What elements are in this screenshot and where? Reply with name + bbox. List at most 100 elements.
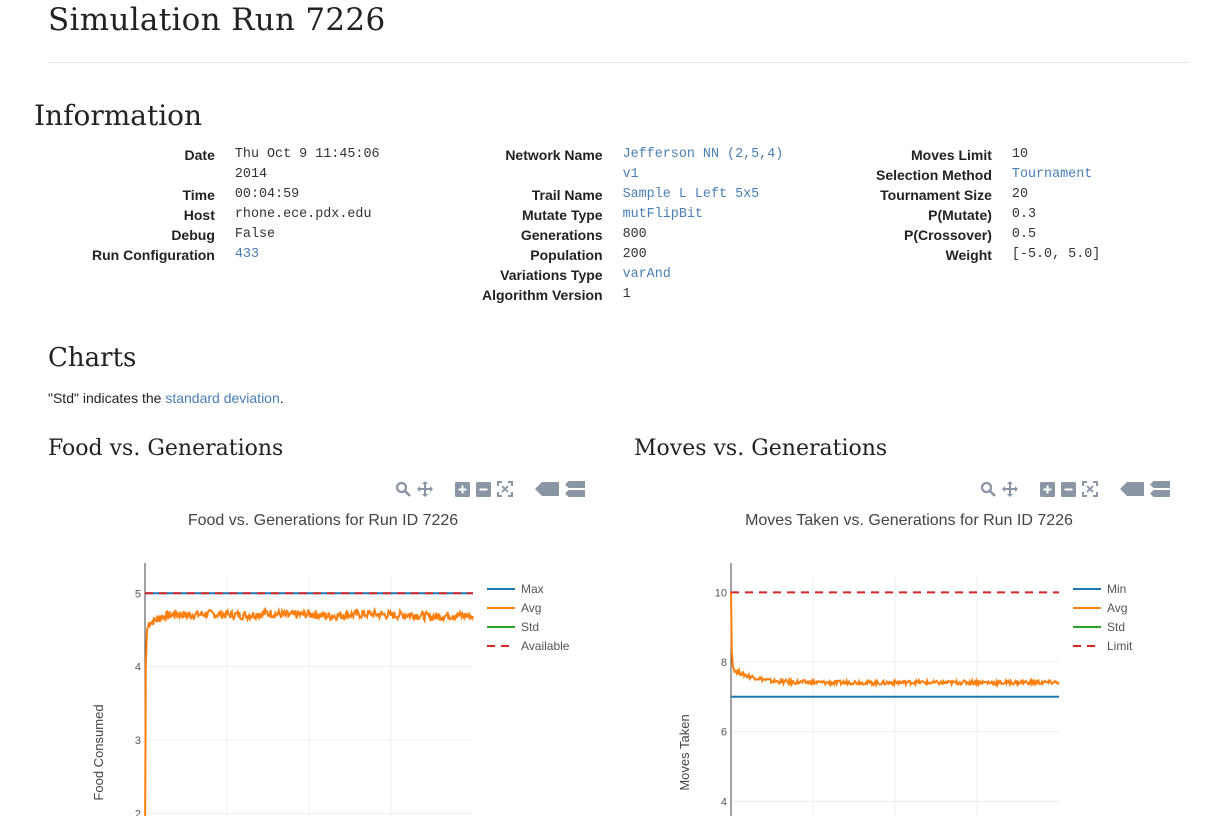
zoom-icon[interactable] — [980, 481, 996, 497]
mutate-type-label: Mutate Type — [521, 207, 603, 223]
autoscale-icon[interactable] — [1082, 481, 1098, 497]
moves-chart-modebar — [980, 481, 1170, 497]
info-row-host: Host rhone.ece.pdx.edu — [92, 205, 395, 225]
y-tick-label: 4 — [135, 662, 141, 674]
date-label: Date — [184, 147, 215, 163]
legend-label-std: Std — [521, 620, 539, 634]
legend-label-avg: Avg — [521, 601, 541, 615]
info-row-p-mutate: P(Mutate) 0.3 — [876, 205, 1100, 225]
series-avg-line — [144, 606, 474, 816]
title-divider — [48, 62, 1189, 63]
hover-closest-icon[interactable] — [1120, 482, 1144, 496]
info-row-trail-name: Trail Name Sample L Left 5x5 — [482, 185, 799, 205]
info-row-debug: Debug False — [92, 225, 395, 245]
info-row-moves-limit: Moves Limit 10 — [876, 145, 1100, 165]
time-value: 00:04:59 — [234, 187, 300, 202]
legend-label-min: Min — [1107, 582, 1126, 596]
info-row-population: Population 200 — [482, 245, 799, 265]
debug-value: False — [234, 227, 276, 242]
info-column-config: Network Name Jefferson NN (2,5,4) v1 Trai… — [482, 145, 799, 305]
info-row-date: Date Thu Oct 9 11:45:06 2014 — [92, 145, 395, 185]
y-tick-label: 2 — [135, 808, 141, 816]
chart-title: Food vs. Generations for Run ID 7226 — [188, 512, 458, 529]
legend-label-available: Available — [521, 639, 570, 653]
network-name-link[interactable]: Jefferson NN (2,5,4) v1 — [622, 147, 784, 182]
food-chart-heading: Food vs. Generations — [48, 436, 284, 461]
mutate-type-link[interactable]: mutFlipBit — [622, 207, 703, 222]
zoom-out-icon[interactable] — [476, 481, 491, 497]
charts-heading: Charts — [48, 343, 137, 373]
legend-label-max: Max — [521, 582, 544, 596]
info-row-weight: Weight [-5.0, 5.0] — [876, 245, 1101, 265]
pan-icon[interactable] — [1002, 481, 1018, 497]
food-chart[interactable]: Food vs. Generations for Run ID 7226 2 3 4 5… — [48, 470, 608, 816]
std-note: "Std" indicates the standard deviation. — [48, 390, 284, 406]
variations-type-label: Variations Type — [500, 267, 603, 283]
time-label: Time — [182, 187, 215, 203]
population-value: 200 — [622, 247, 647, 262]
info-row-p-crossover: P(Crossover) 0.5 — [876, 225, 1100, 245]
selection-method-label: Selection Method — [876, 167, 992, 183]
moves-limit-label: Moves Limit — [911, 147, 992, 163]
y-tick-label: 4 — [721, 796, 727, 808]
moves-limit-value: 10 — [1011, 147, 1028, 162]
tournament-size-value: 20 — [1011, 187, 1028, 202]
y-tick-label: 6 — [721, 727, 727, 739]
pan-icon[interactable] — [417, 481, 433, 497]
host-value: rhone.ece.pdx.edu — [234, 207, 372, 222]
network-name-label: Network Name — [505, 147, 603, 163]
y-axis-label: Moves Taken — [677, 714, 692, 790]
legend-label-avg: Avg — [1107, 601, 1127, 615]
hover-compare-icon[interactable] — [1150, 481, 1170, 497]
y-tick-label: 8 — [721, 657, 727, 669]
zoom-out-icon[interactable] — [1061, 481, 1076, 497]
info-row-mutate-type: Mutate Type mutFlipBit — [482, 205, 799, 225]
population-label: Population — [530, 247, 603, 263]
info-row-generations: Generations 800 — [482, 225, 799, 245]
host-label: Host — [183, 207, 215, 223]
legend-label-limit: Limit — [1107, 639, 1133, 653]
generations-label: Generations — [520, 227, 603, 243]
page-title: Simulation Run 7226 — [48, 2, 386, 38]
food-chart-modebar — [395, 481, 585, 497]
generations-value: 800 — [622, 227, 647, 242]
autoscale-icon[interactable] — [497, 481, 513, 497]
algorithm-version-value: 1 — [622, 287, 631, 302]
algorithm-version-label: Algorithm Version — [482, 287, 603, 303]
std-note-period: . — [279, 390, 284, 406]
run-configuration-link[interactable]: 433 — [234, 247, 259, 262]
info-row-selection-method: Selection Method Tournament — [876, 165, 1100, 185]
p-mutate-value: 0.3 — [1011, 207, 1037, 222]
zoom-in-icon[interactable] — [455, 481, 470, 497]
standard-deviation-link[interactable]: standard deviation — [165, 390, 280, 406]
hover-closest-icon[interactable] — [535, 482, 559, 496]
chart-title: Moves Taken vs. Generations for Run ID 7… — [745, 512, 1073, 529]
y-tick-label: 3 — [135, 735, 141, 747]
legend-label-std: Std — [1107, 620, 1125, 634]
tournament-size-label: Tournament Size — [880, 187, 992, 203]
selection-method-link[interactable]: Tournament — [1011, 167, 1093, 182]
weight-value: [-5.0, 5.0] — [1011, 247, 1101, 262]
moves-chart[interactable]: Moves Taken vs. Generations for Run ID 7… — [634, 470, 1194, 816]
info-row-run-configuration: Run Configuration 433 — [92, 245, 395, 265]
y-tick-label: 5 — [135, 588, 141, 600]
y-axis-label: Food Consumed — [91, 704, 106, 800]
info-row-network-name: Network Name Jefferson NN (2,5,4) v1 — [482, 145, 799, 185]
info-row-algorithm-version: Algorithm Version 1 — [482, 285, 799, 305]
y-tick-label: 10 — [715, 587, 727, 599]
p-mutate-label: P(Mutate) — [928, 207, 992, 223]
date-value: Thu Oct 9 11:45:06 2014 — [234, 147, 380, 182]
trail-name-label: Trail Name — [531, 187, 603, 203]
info-row-time: Time 00:04:59 — [92, 185, 395, 205]
p-crossover-label: P(Crossover) — [903, 227, 992, 243]
zoom-in-icon[interactable] — [1040, 481, 1055, 497]
series-avg-line — [730, 592, 1060, 689]
debug-label: Debug — [171, 227, 215, 243]
hover-compare-icon[interactable] — [565, 481, 585, 497]
variations-type-link[interactable]: varAnd — [622, 267, 671, 282]
info-row-tournament-size: Tournament Size 20 — [876, 185, 1100, 205]
trail-name-link[interactable]: Sample L Left 5x5 — [622, 187, 760, 202]
run-configuration-label: Run Configuration — [92, 247, 215, 263]
std-note-text: "Std" indicates the — [48, 390, 166, 406]
zoom-icon[interactable] — [395, 481, 411, 497]
